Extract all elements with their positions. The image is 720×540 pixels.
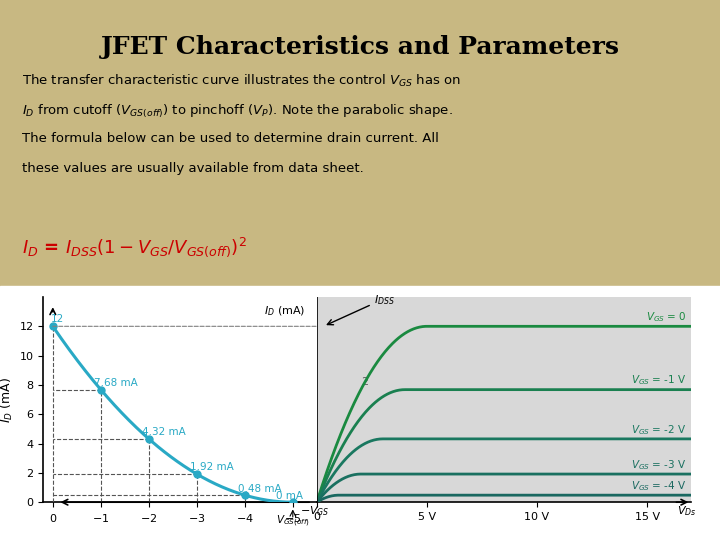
Text: 12: 12 <box>50 314 63 324</box>
Text: $V_{GS(off)}$: $V_{GS(off)}$ <box>276 514 310 530</box>
Text: The formula below can be used to determine drain current. All: The formula below can be used to determi… <box>22 132 438 145</box>
Text: $I_{DSS}$: $I_{DSS}$ <box>374 293 395 307</box>
Text: 4.32 mA: 4.32 mA <box>142 427 185 437</box>
Bar <box>0 286 720 540</box>
Text: $V_{GS}$ = -1 V: $V_{GS}$ = -1 V <box>631 374 687 387</box>
Bar <box>0 0 720 286</box>
Text: $I_D$ = $I_{DSS}(1 - V_{GS}/V_{GS(off)})^2$: $I_D$ = $I_{DSS}(1 - V_{GS}/V_{GS(off)})… <box>22 235 246 259</box>
Text: these values are usually available from data sheet.: these values are usually available from … <box>22 162 364 175</box>
Text: 0 mA: 0 mA <box>276 490 303 501</box>
Text: $V_{Ds}$: $V_{Ds}$ <box>677 504 696 518</box>
Text: JFET Characteristics and Parameters: JFET Characteristics and Parameters <box>101 35 619 59</box>
Text: $V_{GS}$ = -3 V: $V_{GS}$ = -3 V <box>631 458 687 472</box>
Y-axis label: $I_D$ (mA): $I_D$ (mA) <box>0 376 15 423</box>
Text: The transfer characteristic curve illustrates the control $V_{GS}$ has on: The transfer characteristic curve illust… <box>22 73 461 89</box>
Text: 0.48 mA: 0.48 mA <box>238 483 282 494</box>
Text: 1.92 mA: 1.92 mA <box>189 462 233 472</box>
Text: $V_{GS}$ = 0: $V_{GS}$ = 0 <box>646 310 687 324</box>
Text: $I_D$ (mA): $I_D$ (mA) <box>264 305 306 318</box>
Text: $-V_{GS}$: $-V_{GS}$ <box>300 504 329 518</box>
Text: 2: 2 <box>361 377 368 387</box>
Text: $V_{GS}$ = -2 V: $V_{GS}$ = -2 V <box>631 423 687 437</box>
Text: 7.68 mA: 7.68 mA <box>94 378 138 388</box>
Text: $V_{GS}$ = -4 V: $V_{GS}$ = -4 V <box>631 479 687 493</box>
Text: $I_D$ from cutoff ($V_{GS(off)}$) to pinchoff ($V_P$). Note the parabolic shape.: $I_D$ from cutoff ($V_{GS(off)}$) to pin… <box>22 103 452 120</box>
